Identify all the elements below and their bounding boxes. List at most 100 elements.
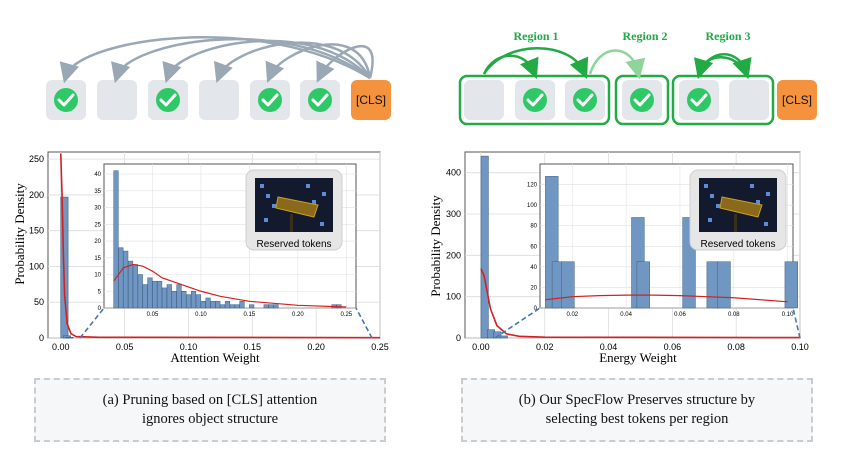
caption-a-box: (a) Pruning based on [CLS] attention ign… (34, 378, 386, 442)
hist-bar (65, 336, 74, 339)
reserved-token-patch (264, 218, 268, 222)
y-tick-label: 200 (29, 190, 44, 200)
inset-hist-bar (152, 280, 158, 309)
x-tick-label: 0.00 (52, 342, 70, 352)
inset-hist-bar (784, 261, 798, 309)
inset-hist-bar (161, 287, 168, 309)
y-tick-label: 400 (446, 168, 461, 178)
y-tick-label: 0 (456, 333, 461, 343)
token-box (464, 80, 504, 120)
inset-x-tick-label: 0.20 (292, 312, 304, 318)
kde-curve (59, 153, 381, 339)
y-tick-label: 250 (29, 154, 44, 164)
inset-y-tick-label: 35 (94, 189, 101, 195)
y-tick-label: 100 (29, 261, 44, 271)
chart-b-ylabel: Probability Density (428, 195, 443, 297)
reserved-token-patch (766, 192, 770, 196)
inset-hist-bar (176, 284, 182, 309)
panel-a-token-row (46, 36, 391, 120)
token-a-3 (148, 80, 188, 120)
inset-hist-bar (137, 274, 143, 309)
inset-kde-curve (113, 263, 347, 308)
hist-bar (499, 335, 508, 339)
caption-a-line1: (a) Pruning based on [CLS] attention (102, 392, 318, 408)
x-tick-label: 0.05 (116, 342, 134, 352)
cls-token-a (351, 80, 391, 120)
check-icon (57, 93, 75, 107)
region-3-box (671, 74, 775, 126)
x-tick-label: 0.02 (536, 342, 554, 352)
token-a-1 (46, 80, 86, 120)
inset-x-tick-label: 0.15 (244, 312, 256, 318)
inset-hist-bar (717, 261, 731, 309)
inset-x-tick-label: 0.06 (674, 312, 686, 318)
reserved-token-patch (708, 218, 712, 222)
attention-arc-2 (111, 37, 371, 84)
inset-y-tick-label: 120 (527, 183, 538, 189)
x-tick-label: 0.25 (371, 342, 389, 352)
inset-hist-bar (239, 301, 245, 309)
caption-a-line2: ignores object structure (141, 411, 279, 427)
inset-hist-bar (273, 304, 279, 309)
x-tick-label: 0.15 (244, 342, 262, 352)
cls-token-b (777, 80, 817, 120)
zoom-connector-right (792, 307, 801, 339)
check-icon (633, 93, 651, 107)
check-icon (159, 93, 177, 107)
inset-hist-bar (171, 291, 177, 309)
reserved-token-patch (272, 204, 276, 208)
inset-x-tick-label: 0.10 (782, 312, 794, 318)
inset-hist-bar (123, 250, 129, 309)
reserved-image-pole (290, 214, 293, 232)
inset-y-tick-label: 80 (530, 224, 537, 230)
inset-x-tick-label: 0.08 (728, 312, 740, 318)
reserved-token-patch (320, 222, 324, 226)
token-b-r2-1 (622, 80, 662, 120)
token-box (199, 80, 239, 120)
token-a-6 (300, 80, 340, 120)
token-box (729, 80, 769, 120)
reserved-token-patch (710, 194, 714, 198)
attention-arc-6 (316, 45, 374, 83)
inset-y-tick-label: 30 (94, 206, 101, 212)
caption-b-box: (b) Our SpecFlow Preserves structure by … (461, 378, 813, 442)
inset-y-tick-label: 0 (534, 306, 538, 312)
inset-hist-bar (249, 304, 255, 309)
reserved-token-patch (750, 184, 754, 188)
reserved-token-patch (306, 184, 310, 188)
inset-hist-bar (157, 280, 163, 309)
cls-token-label-a: [CLS] (356, 93, 386, 107)
reserved-token-patch (704, 184, 708, 188)
zoom-connector-left (79, 307, 105, 339)
y-tick-label: 100 (446, 292, 461, 302)
caption-b-line2: selecting best tokens per region (545, 411, 729, 427)
reserved-image-sign (719, 196, 763, 218)
inset-hist-bar (205, 297, 211, 309)
inset-x-tick-label: 0.02 (566, 312, 578, 318)
attention-arc-4 (214, 41, 372, 84)
token-b-r1-3 (565, 80, 605, 120)
inset-hist-bar (142, 284, 148, 309)
inset-hist-bar (113, 170, 119, 309)
x-tick-label: 0.04 (600, 342, 618, 352)
panel-b-region-row (458, 47, 817, 126)
reserved-token-patch (266, 194, 270, 198)
chart-b-xlabel: Energy Weight (599, 350, 677, 365)
inset-hist-bar (200, 301, 206, 309)
check-icon (526, 93, 544, 107)
inset-hist-bar (636, 261, 650, 309)
check-icon (576, 93, 594, 107)
inset-hist-bar (229, 304, 235, 309)
reserved-token-patch (260, 184, 264, 188)
chart-a-ylabel: Probability Density (12, 183, 27, 285)
y-tick-label: 300 (446, 209, 461, 219)
inset-kde-curve (545, 294, 788, 303)
y-tick-label: 50 (34, 297, 44, 307)
cls-token-label-b: [CLS] (782, 93, 812, 107)
region-3-arc-b (694, 56, 748, 80)
inset-y-tick-label: 60 (530, 244, 537, 250)
inset-y-tick-label: 5 (98, 289, 102, 295)
region-2-arc (588, 49, 646, 80)
check-icon (311, 93, 329, 107)
